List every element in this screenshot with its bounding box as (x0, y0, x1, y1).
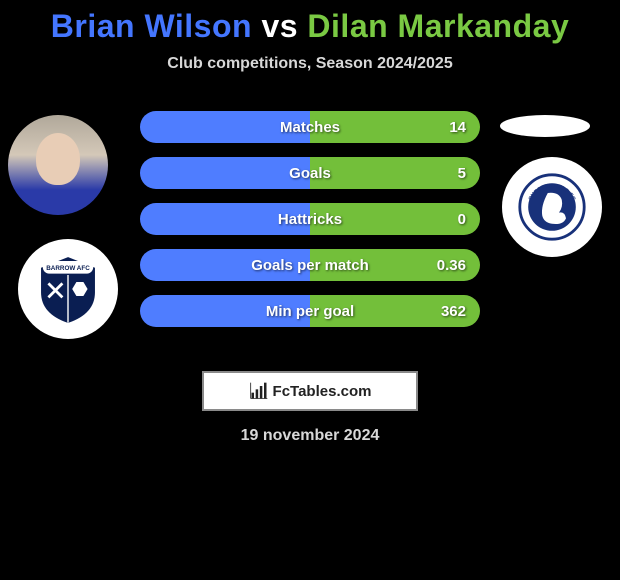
comparison-title: Brian Wilson vs Dilan Markanday (0, 0, 620, 45)
stat-label: Goals (289, 165, 331, 182)
stat-value-right: 14 (449, 119, 466, 136)
stat-label: Goals per match (251, 257, 369, 274)
player1-name: Brian Wilson (51, 8, 252, 44)
player2-avatar (500, 115, 590, 137)
stat-bar: Hattricks 0 (140, 203, 480, 235)
stat-label: Min per goal (266, 303, 354, 320)
date-text: 19 november 2024 (0, 427, 620, 445)
stats-panel: BARROW AFC CHESTERFIELD FC Matches 14 Go… (0, 93, 620, 353)
svg-text:BARROW AFC: BARROW AFC (46, 265, 90, 272)
player2-name: Dilan Markanday (307, 8, 569, 44)
stat-value-right: 362 (441, 303, 466, 320)
stat-value-right: 5 (458, 165, 466, 182)
stat-bar: Matches 14 (140, 111, 480, 143)
brand-watermark: FcTables.com (202, 371, 418, 411)
brand-text: FcTables.com (273, 383, 372, 400)
player1-club-crest: BARROW AFC (18, 239, 118, 339)
chesterfield-crest-icon: CHESTERFIELD FC (517, 172, 587, 242)
stat-bar: Min per goal 362 (140, 295, 480, 327)
subtitle: Club competitions, Season 2024/2025 (0, 55, 620, 73)
stat-label: Hattricks (278, 211, 342, 228)
stat-label: Matches (280, 119, 340, 136)
stat-value-right: 0 (458, 211, 466, 228)
player1-avatar (8, 115, 108, 215)
stat-bar: Goals per match 0.36 (140, 249, 480, 281)
stat-bars: Matches 14 Goals 5 Hattricks 0 Goals per… (140, 111, 480, 327)
stat-value-right: 0.36 (437, 257, 466, 274)
stat-bar: Goals 5 (140, 157, 480, 189)
barrow-crest-icon: BARROW AFC (33, 254, 103, 324)
chart-icon (249, 381, 269, 401)
player2-club-crest: CHESTERFIELD FC (502, 157, 602, 257)
vs-separator: vs (261, 8, 298, 44)
